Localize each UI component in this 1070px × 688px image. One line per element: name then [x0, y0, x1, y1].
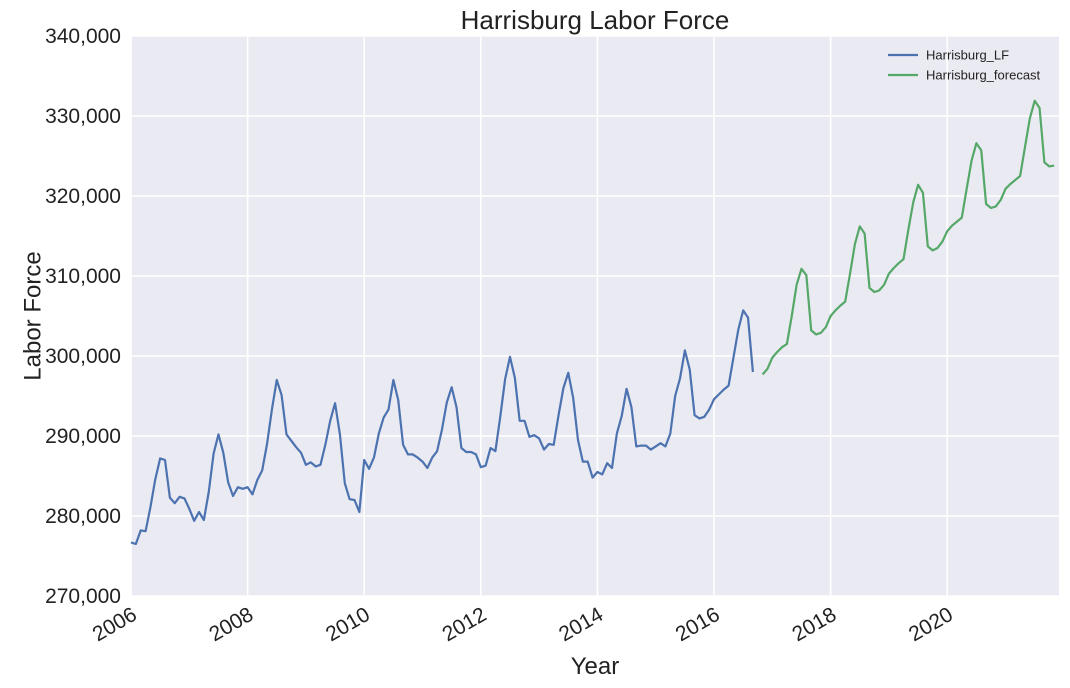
- y-tick-label: 340,000: [45, 25, 121, 48]
- x-tick-label: 2008: [205, 603, 257, 646]
- x-axis: 2006 2008 2010 2012 2014 2016 2018 2020: [89, 603, 957, 646]
- x-tick-label: 2006: [89, 603, 141, 646]
- x-tick-label: 2016: [672, 603, 724, 646]
- legend-label-0: Harrisburg_LF: [926, 48, 1009, 63]
- chart-title: Harrisburg Labor Force: [461, 5, 730, 35]
- legend: Harrisburg_LF Harrisburg_forecast: [888, 48, 1041, 83]
- x-axis-title: Year: [571, 653, 620, 680]
- y-axis: 270,000 280,000 290,000 300,000 310,000 320,0…: [45, 25, 121, 608]
- x-tick-label: 2010: [322, 603, 374, 646]
- legend-label-1: Harrisburg_forecast: [926, 68, 1041, 83]
- y-axis-title: Labor Force: [19, 251, 46, 380]
- y-tick-label: 310,000: [45, 265, 121, 288]
- x-tick-label: 2020: [905, 603, 957, 646]
- series-line-1: [761, 99, 1055, 376]
- y-tick-label: 270,000: [45, 585, 121, 608]
- y-tick-label: 330,000: [45, 105, 121, 128]
- y-tick-label: 290,000: [45, 425, 121, 448]
- plot-background: [131, 36, 1059, 596]
- y-tick-label: 280,000: [45, 505, 121, 528]
- y-tick-label: 300,000: [45, 345, 121, 368]
- x-tick-label: 2018: [788, 603, 840, 646]
- series-line-0: [130, 309, 754, 546]
- series-layer: [130, 99, 1055, 546]
- x-tick-label: 2014: [555, 603, 607, 646]
- grid-lines: [130, 35, 1059, 597]
- y-tick-label: 320,000: [45, 185, 121, 208]
- x-tick-label: 2012: [439, 603, 491, 646]
